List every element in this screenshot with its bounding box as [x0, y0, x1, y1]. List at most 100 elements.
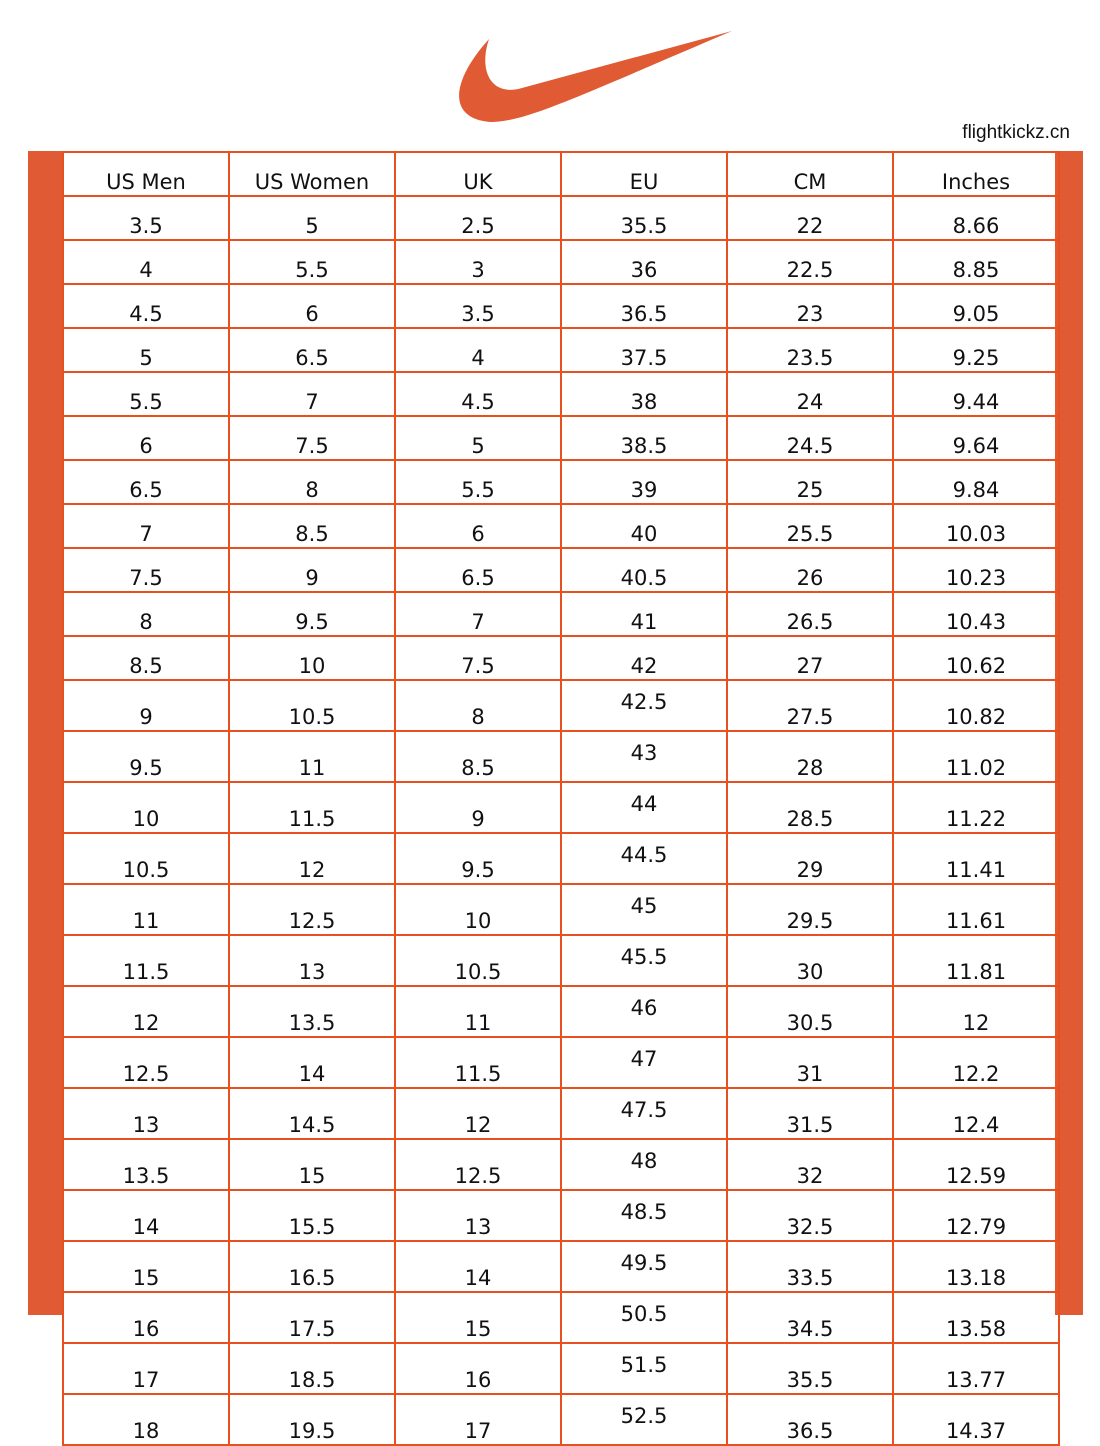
table-cell: 9.5	[62, 730, 230, 783]
table-cell: 26.5	[726, 591, 894, 637]
table-cell: 11.22	[892, 781, 1060, 834]
table-cell: 10.03	[892, 503, 1060, 549]
table-cell: 3	[394, 239, 562, 285]
table-cell: 43	[560, 730, 728, 783]
table-cell: 8	[62, 591, 230, 637]
table-cell: 45.5	[560, 934, 728, 987]
table-cell: 7.5	[228, 415, 396, 461]
table-cell: 7.5	[62, 547, 230, 593]
table-cell: 4	[394, 327, 562, 373]
table-cell: 13.77	[892, 1342, 1060, 1395]
table-cell: 13	[228, 934, 396, 987]
table-cell: 26	[726, 547, 894, 593]
table-row: 6 7.5 5 38.5 24.5 9.64	[62, 415, 1060, 461]
column-header: US Women	[228, 151, 396, 197]
table-cell: 14	[62, 1189, 230, 1242]
table-cell: 34.5	[726, 1291, 894, 1344]
table-cell: 9	[228, 547, 396, 593]
table-cell: 47.5	[560, 1087, 728, 1140]
table-cell: 41	[560, 591, 728, 637]
table-cell: 10	[394, 883, 562, 936]
table-cell: 47	[560, 1036, 728, 1089]
table-cell: 10.5	[228, 679, 396, 732]
table-cell: 11	[228, 730, 396, 783]
table-cell: 7	[394, 591, 562, 637]
table-cell: 4	[62, 239, 230, 285]
table-cell: 16.5	[228, 1240, 396, 1293]
table-cell: 9	[394, 781, 562, 834]
table-cell: 13	[62, 1087, 230, 1140]
table-cell: 23	[726, 283, 894, 329]
table-cell: 24	[726, 371, 894, 417]
table-cell: 38.5	[560, 415, 728, 461]
table-cell: 6.5	[394, 547, 562, 593]
table-cell: 12.59	[892, 1138, 1060, 1191]
table-cell: 10.82	[892, 679, 1060, 732]
table-cell: 3.5	[62, 195, 230, 241]
table-cell: 5	[62, 327, 230, 373]
table-cell: 13.5	[62, 1138, 230, 1191]
table-cell: 48.5	[560, 1189, 728, 1242]
left-accent-bar	[28, 151, 62, 1315]
table-cell: 36	[560, 239, 728, 285]
table-cell: 49.5	[560, 1240, 728, 1293]
table-cell: 10	[62, 781, 230, 834]
table-cell: 10	[228, 635, 396, 681]
table-cell: 27	[726, 635, 894, 681]
column-header: US Men	[62, 151, 230, 197]
right-accent-bar	[1055, 151, 1083, 1315]
table-cell: 51.5	[560, 1342, 728, 1395]
column-header: UK	[394, 151, 562, 197]
table-cell: 2.5	[394, 195, 562, 241]
table-cell: 5	[394, 415, 562, 461]
table-cell: 42.5	[560, 679, 728, 732]
table-cell: 7	[62, 503, 230, 549]
table-row: 9.5 11 8.5 43 28 11.02	[62, 730, 1060, 783]
table-cell: 13.18	[892, 1240, 1060, 1293]
table-cell: 6	[62, 415, 230, 461]
table-cell: 6.5	[62, 459, 230, 505]
table-row: 18 19.5 17 52.5 36.5 14.37	[62, 1393, 1060, 1446]
table-cell: 12	[892, 985, 1060, 1038]
table-cell: 9.05	[892, 283, 1060, 329]
table-cell: 12.5	[394, 1138, 562, 1191]
table-cell: 37.5	[560, 327, 728, 373]
size-chart-table: US Men US Women UK EU CM Inches 3.5 5 2.5 35.5 22…	[62, 151, 1060, 1446]
table-cell: 29.5	[726, 883, 894, 936]
table-cell: 7.5	[394, 635, 562, 681]
table-cell: 5	[228, 195, 396, 241]
column-header: CM	[726, 151, 894, 197]
table-cell: 25.5	[726, 503, 894, 549]
table-row: 15 16.5 14 49.5 33.5 13.18	[62, 1240, 1060, 1293]
table-cell: 9.5	[394, 832, 562, 885]
table-row: 17 18.5 16 51.5 35.5 13.77	[62, 1342, 1060, 1395]
table-row: 3.5 5 2.5 35.5 22 8.66	[62, 195, 1060, 241]
table-cell: 45	[560, 883, 728, 936]
table-cell: 3.5	[394, 283, 562, 329]
table-row: 9 10.5 8 42.5 27.5 10.82	[62, 679, 1060, 732]
table-cell: 15	[394, 1291, 562, 1344]
table-cell: 5.5	[62, 371, 230, 417]
table-cell: 35.5	[726, 1342, 894, 1395]
table-cell: 15	[228, 1138, 396, 1191]
table-cell: 48	[560, 1138, 728, 1191]
table-row: 7.5 9 6.5 40.5 26 10.23	[62, 547, 1060, 593]
table-row: 13.5 15 12.5 48 32 12.59	[62, 1138, 1060, 1191]
table-cell: 28.5	[726, 781, 894, 834]
table-cell: 31	[726, 1036, 894, 1089]
table-cell: 15	[62, 1240, 230, 1293]
table-cell: 33.5	[726, 1240, 894, 1293]
table-row: 8.5 10 7.5 42 27 10.62	[62, 635, 1060, 681]
table-cell: 29	[726, 832, 894, 885]
table-cell: 10.43	[892, 591, 1060, 637]
table-row: 14 15.5 13 48.5 32.5 12.79	[62, 1189, 1060, 1242]
table-cell: 14	[228, 1036, 396, 1089]
table-row: 4.5 6 3.5 36.5 23 9.05	[62, 283, 1060, 329]
table-cell: 4.5	[394, 371, 562, 417]
table-cell: 22.5	[726, 239, 894, 285]
table-cell: 15.5	[228, 1189, 396, 1242]
table-cell: 19.5	[228, 1393, 396, 1446]
table-cell: 17	[394, 1393, 562, 1446]
table-cell: 38	[560, 371, 728, 417]
table-cell: 8.85	[892, 239, 1060, 285]
